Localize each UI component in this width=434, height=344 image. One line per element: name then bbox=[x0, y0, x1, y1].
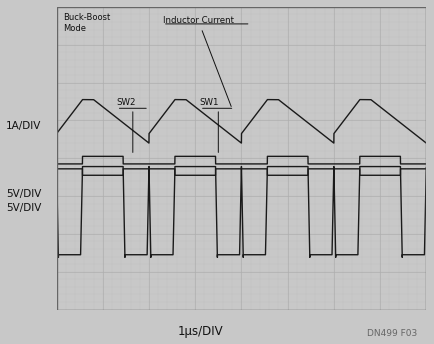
Text: Inductor Current: Inductor Current bbox=[162, 16, 233, 106]
Text: SW2: SW2 bbox=[116, 98, 136, 107]
Text: DN499 F03: DN499 F03 bbox=[366, 329, 417, 338]
Text: 1μs/DIV: 1μs/DIV bbox=[177, 325, 222, 338]
Text: 1A/DIV: 1A/DIV bbox=[6, 120, 42, 131]
Text: 5V/DIV: 5V/DIV bbox=[6, 189, 42, 200]
Text: 5V/DIV: 5V/DIV bbox=[6, 203, 42, 213]
Text: Buck-Boost
Mode: Buck-Boost Mode bbox=[63, 12, 111, 33]
Text: SW1: SW1 bbox=[199, 98, 219, 107]
